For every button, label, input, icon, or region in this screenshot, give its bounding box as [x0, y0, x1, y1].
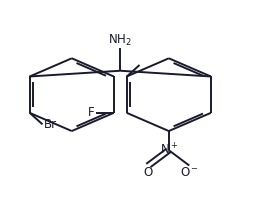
Text: Br: Br — [44, 118, 57, 131]
Text: F: F — [88, 106, 95, 119]
Text: N$^+$: N$^+$ — [159, 143, 178, 158]
Text: O: O — [144, 165, 153, 178]
Text: O$^-$: O$^-$ — [180, 165, 199, 178]
Text: NH$_2$: NH$_2$ — [108, 33, 132, 48]
